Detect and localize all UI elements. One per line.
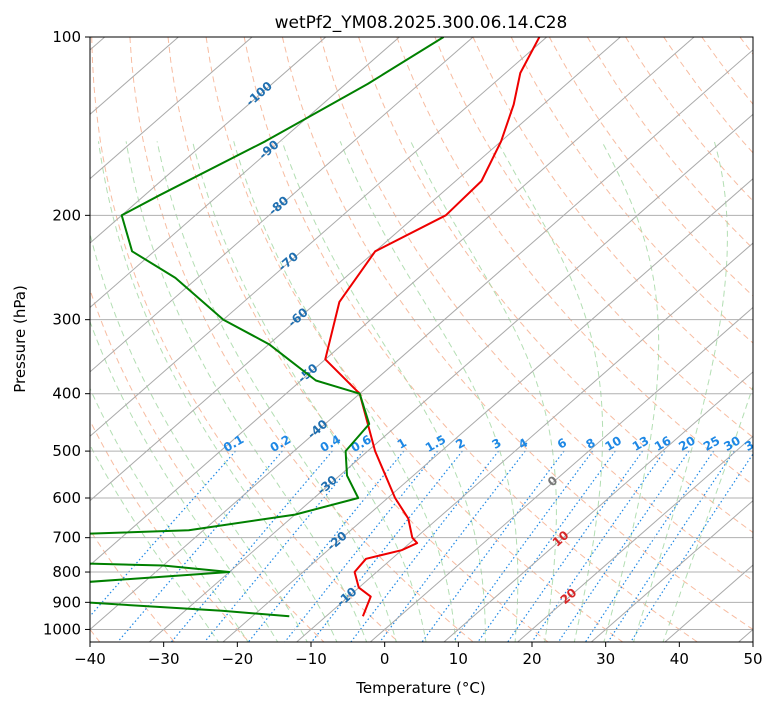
dry-adiabat-line — [205, 37, 624, 642]
moist-adiabat-line — [90, 444, 220, 642]
mixing-ratio-line — [507, 450, 644, 642]
x-tick-label: −40 — [74, 650, 106, 668]
pressure-gridlines — [90, 37, 753, 630]
x-tick-label: 20 — [522, 650, 541, 668]
y-tick-label: 300 — [52, 311, 81, 329]
isotherm-line — [90, 37, 253, 180]
isotherm-line — [222, 178, 753, 642]
mixing-ratio-line — [284, 450, 439, 642]
moist-adiabat-line — [192, 141, 427, 642]
y-tick-label: 800 — [52, 563, 81, 581]
moist-adiabat-line — [339, 141, 519, 642]
isotherm-line — [443, 371, 753, 642]
x-axis: −40 −30 −20 −10 0 10 20 30 40 50 — [74, 642, 763, 668]
x-tick-label: 0 — [380, 650, 390, 668]
isotherm-line — [295, 242, 753, 642]
moist-adiabat-line — [662, 385, 753, 642]
dry-adiabat-line — [358, 37, 753, 534]
moist-adiabat-line — [601, 141, 660, 642]
dry-adiabat-line — [320, 37, 753, 582]
dry-adiabat-line — [548, 37, 753, 297]
y-tick-label: 500 — [52, 442, 81, 460]
isotherm-line — [90, 37, 695, 566]
mixing-ratio-label: 36 — [742, 433, 763, 453]
mixing-ratio-line — [379, 450, 526, 642]
mixing-ratio-line — [310, 450, 463, 642]
moist-adiabat-line — [156, 141, 397, 642]
y-tick-label: 900 — [52, 593, 81, 611]
mixing-ratio-line — [584, 450, 715, 642]
x-tick-label: −10 — [295, 650, 327, 668]
mixing-ratio-line — [247, 450, 405, 642]
dry-adiabat-line — [129, 37, 475, 642]
dry-adiabat-line — [434, 37, 753, 438]
isotherm-line — [369, 306, 753, 642]
dewpoint-profile — [90, 37, 445, 618]
isotherm-line — [90, 37, 327, 244]
x-tick-label: −20 — [222, 650, 254, 668]
y-tick-label: 700 — [52, 529, 81, 547]
dry-adiabat-line — [90, 288, 325, 642]
moist-adiabat-line — [90, 320, 279, 642]
y-axis-title: Pressure (hPa) — [11, 285, 29, 393]
isotherm-line — [90, 37, 622, 502]
y-tick-label: 400 — [52, 385, 81, 403]
y-axis: 100 200 300 400 500 600 700 800 900 1000 — [43, 28, 90, 638]
isotherm-line — [90, 49, 753, 631]
x-tick-label: 40 — [670, 650, 689, 668]
isotherm-line — [90, 37, 548, 437]
moist-adiabat-line — [90, 387, 249, 642]
x-tick-label: −30 — [148, 650, 180, 668]
mixing-ratio-line — [203, 450, 364, 642]
moist-adiabat-line — [90, 231, 308, 642]
x-tick-label: 30 — [596, 650, 615, 668]
moist-adiabat-line — [125, 141, 368, 642]
temperature-profile — [324, 37, 541, 617]
isotherm-line — [516, 435, 753, 642]
isotherm-line — [90, 37, 474, 373]
x-tick-label: 10 — [449, 650, 468, 668]
sounding-series — [90, 37, 541, 618]
dry-adiabat-line — [510, 37, 753, 344]
mixing-ratio-line — [116, 450, 283, 642]
y-tick-label: 200 — [52, 206, 81, 224]
dry-adiabat-line — [281, 37, 753, 631]
isotherm-line — [590, 499, 753, 642]
y-tick-label: 100 — [52, 28, 81, 46]
x-tick-label: 50 — [743, 650, 762, 668]
dry-adiabat-line — [243, 37, 699, 642]
moist-adiabat-line — [632, 141, 728, 642]
x-axis-title: Temperature (°C) — [355, 679, 485, 697]
isotherm-line — [148, 113, 753, 642]
plot-content: -100-90-80-70-60-50-40-30-20-10010203040… — [90, 37, 763, 642]
moist-adiabat-line — [496, 141, 604, 642]
plot-frame — [89, 36, 754, 643]
y-tick-label: 600 — [52, 489, 81, 507]
y-tick-label: 1000 — [43, 620, 81, 638]
chart-title: wetPf2_YM08.2025.300.06.14.C28 — [275, 13, 568, 33]
mixing-ratio-line — [607, 450, 735, 642]
dry-adiabat-line — [396, 37, 753, 486]
